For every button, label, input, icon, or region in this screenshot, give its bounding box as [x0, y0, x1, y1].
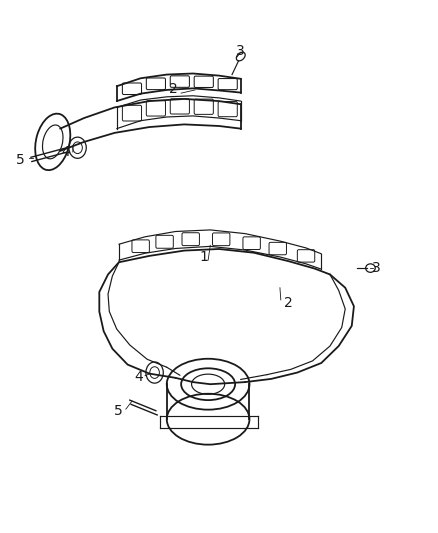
- Text: 3: 3: [236, 44, 244, 58]
- Text: 2: 2: [169, 82, 178, 96]
- Text: 4: 4: [134, 370, 143, 384]
- Text: 3: 3: [372, 261, 381, 275]
- Text: 5: 5: [113, 403, 122, 418]
- Text: 1: 1: [199, 250, 208, 264]
- Text: 4: 4: [61, 145, 70, 159]
- Text: 5: 5: [16, 154, 25, 167]
- Text: 2: 2: [284, 296, 293, 310]
